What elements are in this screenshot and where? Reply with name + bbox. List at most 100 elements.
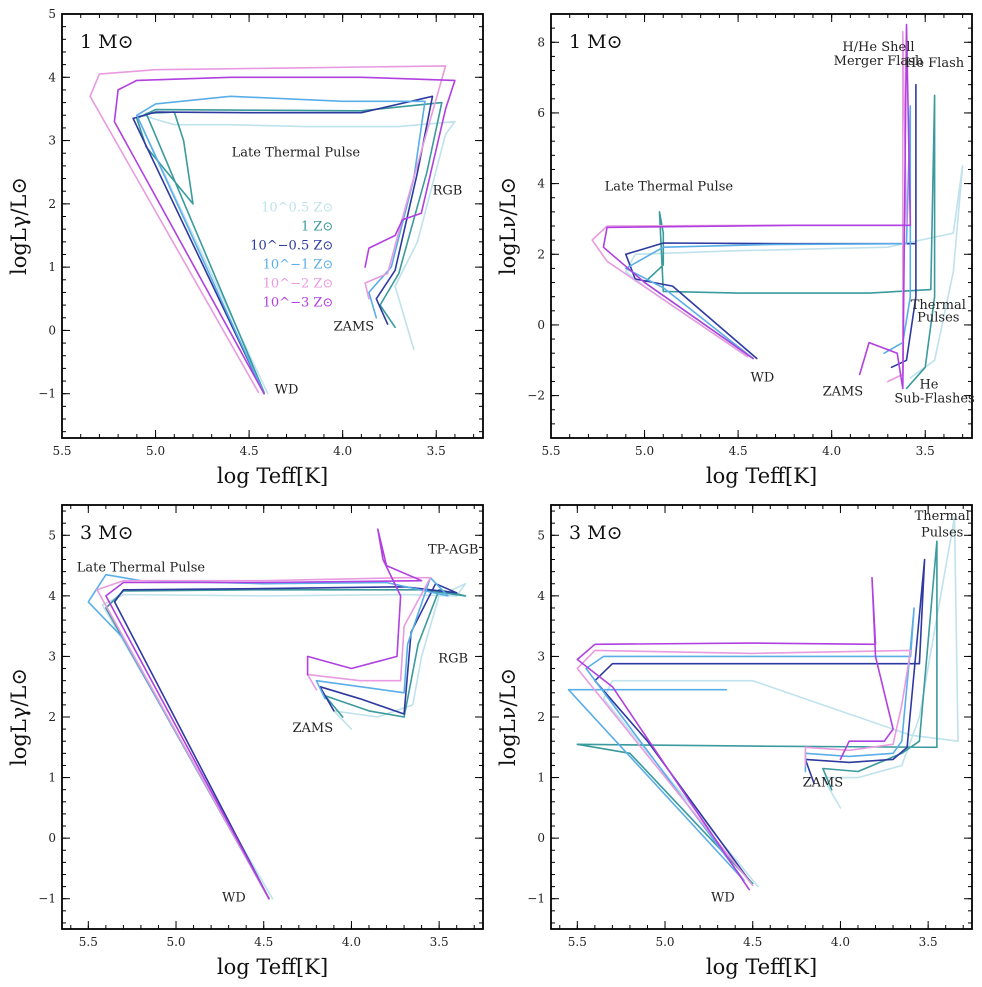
annotation: Pulses [917, 310, 959, 325]
annotation: WD [711, 891, 735, 906]
panel-top-left: 5.5 5.0 4.5 4.0 3.5 −1 0 1 2 3 4 5 log Teff[K] logLγ/… [7, 7, 484, 488]
panel-bottom-right: 5.5 5.0 4.5 4.0 3.5 −1 0 1 2 3 4 5 log Teff[K] logLν/… [496, 504, 973, 979]
y-tick-label: −1 [527, 892, 545, 906]
x-tick-label: 4.5 [254, 935, 273, 949]
legend-entry-z-1: 1 Z⊙ [301, 219, 333, 234]
annotation: ZAMS [334, 319, 375, 334]
y-tick-label: 1 [48, 260, 56, 274]
mass-label: 1 M⊙ [569, 31, 623, 53]
y-tick-label: 8 [537, 35, 545, 49]
y-tick-label: 4 [48, 70, 56, 84]
track-z-m2 [89, 65, 447, 394]
annotation: Thermal [911, 298, 966, 313]
x-tick-label: 4.0 [822, 444, 841, 458]
y-tick-label: 6 [537, 106, 545, 120]
legend-entry-z-m2: 10^−2 Z⊙ [263, 276, 334, 291]
y-tick-label: 3 [48, 134, 56, 148]
track-z-m2 [576, 649, 912, 887]
x-tick-label: 4.0 [342, 935, 361, 949]
y-tick-label: 0 [48, 323, 56, 337]
y-tick-label: −1 [38, 892, 56, 906]
annotation: Thermal [915, 509, 970, 524]
axes-frame [550, 504, 973, 930]
annotation: ZAMS [823, 385, 864, 400]
annotation: Pulses [921, 525, 963, 540]
y-tick-label: 4 [537, 589, 545, 603]
x-axis-label: log Teff[K] [217, 464, 328, 488]
legend-entry-z-m05: 10^−0.5 Z⊙ [250, 238, 333, 253]
y-tick-label: 5 [48, 528, 56, 542]
track-z-1 [136, 101, 443, 394]
x-tick-label: 5.5 [79, 935, 98, 949]
y-axis-label: logLν/L⊙ [496, 668, 520, 766]
track-z-m2 [591, 30, 908, 383]
track-z-p05 [602, 516, 959, 888]
tracks [591, 23, 964, 390]
x-tick-label: 4.5 [729, 444, 748, 458]
track-z-m05 [594, 558, 926, 882]
annotation: WD [751, 370, 775, 385]
panel-bottom-left: 5.5 5.0 4.5 4.0 3.5 −1 0 1 2 3 4 5 log Teff[K] logLγ/… [7, 504, 484, 979]
annotation: RGB [438, 651, 468, 666]
y-axis-label: logLγ/L⊙ [7, 668, 31, 766]
annotation: He [919, 378, 938, 393]
y-tick-label: 3 [537, 649, 545, 663]
annotation: WD [222, 891, 246, 906]
y-tick-label: 4 [537, 177, 545, 191]
legend-entry-z-m3: 10^−3 Z⊙ [263, 295, 334, 310]
y-tick-label: 4 [48, 589, 56, 603]
annotation: TP-AGB [428, 542, 478, 557]
y-tick-label: 5 [537, 528, 545, 542]
panel-top-right: 5.5 5.0 4.5 4.0 3.5 −2 0 2 4 6 8 log Teff[K] logLν/L… [496, 13, 975, 488]
x-axis-label: log Teff[K] [706, 955, 817, 979]
x-tick-label: 3.5 [427, 444, 446, 458]
x-tick-label: 5.0 [655, 935, 674, 949]
x-tick-label: 5.5 [52, 444, 71, 458]
x-tick-label: 5.5 [541, 444, 560, 458]
y-tick-label: 2 [537, 710, 545, 724]
track-z-m1 [625, 105, 912, 360]
track-z-1 [576, 540, 938, 885]
track-z-m3 [576, 576, 894, 891]
x-tick-label: 4.5 [240, 444, 259, 458]
annotation: Late Thermal Pulse [77, 561, 206, 576]
x-axis-label: log Teff[K] [217, 955, 328, 979]
y-tick-label: 1 [48, 771, 56, 785]
mass-label: 3 M⊙ [569, 522, 623, 544]
annotation: H/He Shell [842, 40, 914, 55]
y-axis-label: logLν/L⊙ [496, 177, 520, 275]
mass-label: 3 M⊙ [80, 522, 134, 544]
track-z-1 [643, 94, 936, 390]
track-z-m05 [132, 95, 434, 395]
x-tick-label: 3.5 [430, 935, 449, 949]
x-tick-label: 4.0 [831, 935, 850, 949]
axes-frame [61, 13, 484, 439]
y-tick-label: 5 [48, 7, 56, 21]
track-z-m1 [136, 95, 426, 395]
annotation: Late Thermal Pulse [232, 145, 361, 160]
annotation: RGB [433, 183, 463, 198]
x-tick-label: 3.5 [919, 935, 938, 949]
annotation: ZAMS [803, 776, 844, 791]
x-tick-label: 4.0 [333, 444, 352, 458]
y-tick-label: −1 [38, 387, 56, 401]
annotation: ZAMS [293, 721, 334, 736]
x-tick-label: 5.0 [635, 444, 654, 458]
track-z-m3 [105, 528, 423, 900]
annotation: Sub-Flashes [894, 392, 974, 407]
y-axis-label: logLγ/L⊙ [7, 177, 31, 275]
y-tick-label: 2 [48, 710, 56, 724]
annotation: He Flash [905, 56, 965, 71]
tracks [567, 516, 959, 891]
x-axis-label: log Teff[K] [706, 464, 817, 488]
track-z-m3 [602, 23, 912, 390]
y-tick-label: −2 [527, 389, 545, 403]
x-tick-label: 5.0 [166, 935, 185, 949]
track-z-p05 [101, 582, 467, 900]
mass-label: 1 M⊙ [80, 31, 134, 53]
x-tick-label: 5.5 [568, 935, 587, 949]
x-tick-label: 3.5 [916, 444, 935, 458]
tracks [89, 65, 456, 395]
y-tick-label: 2 [48, 197, 56, 211]
y-tick-label: 0 [48, 831, 56, 845]
